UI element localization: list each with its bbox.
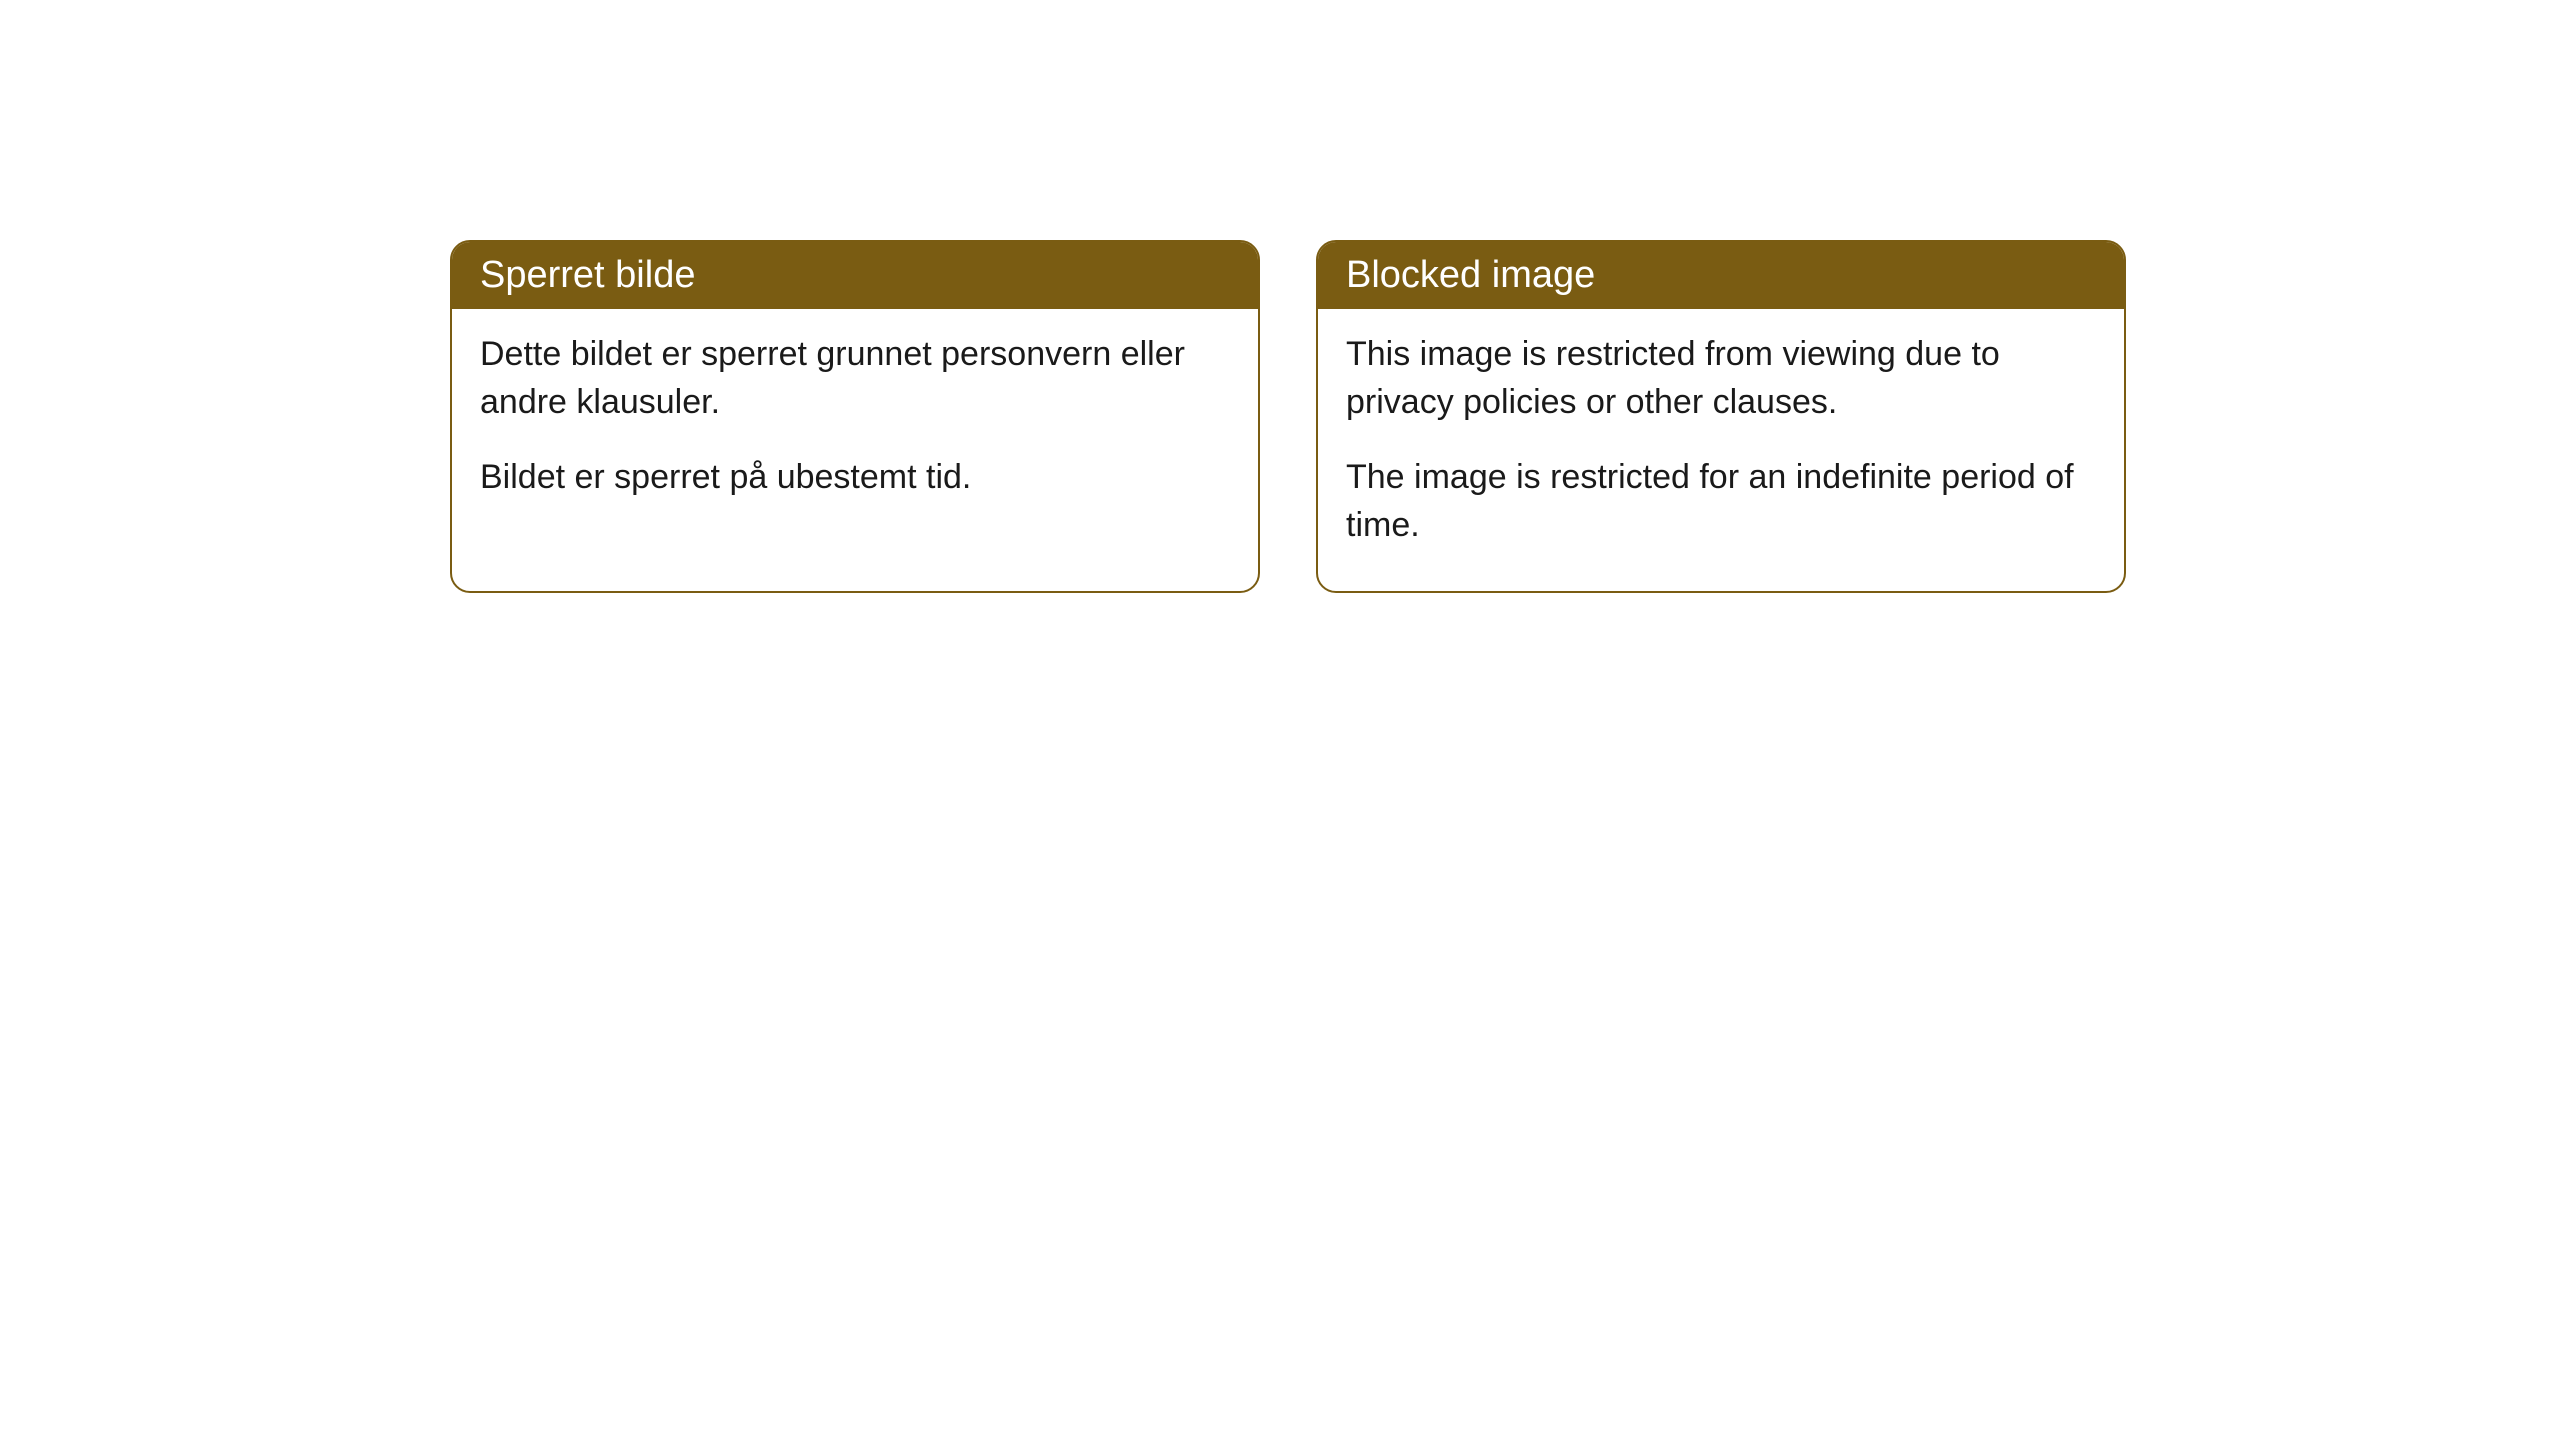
notice-card-norwegian: Sperret bilde Dette bildet er sperret gr…: [450, 240, 1260, 593]
notice-card-english: Blocked image This image is restricted f…: [1316, 240, 2126, 593]
notice-body: This image is restricted from viewing du…: [1318, 309, 2124, 591]
notice-header: Sperret bilde: [452, 242, 1258, 309]
notice-paragraph: Dette bildet er sperret grunnet personve…: [480, 331, 1230, 426]
notice-body: Dette bildet er sperret grunnet personve…: [452, 309, 1258, 544]
notice-paragraph: This image is restricted from viewing du…: [1346, 331, 2096, 426]
notice-header: Blocked image: [1318, 242, 2124, 309]
notice-paragraph: Bildet er sperret på ubestemt tid.: [480, 454, 1230, 502]
notice-paragraph: The image is restricted for an indefinit…: [1346, 454, 2096, 549]
notice-title: Sperret bilde: [480, 254, 695, 296]
notice-title: Blocked image: [1346, 254, 1595, 296]
notice-container: Sperret bilde Dette bildet er sperret gr…: [450, 240, 2126, 593]
